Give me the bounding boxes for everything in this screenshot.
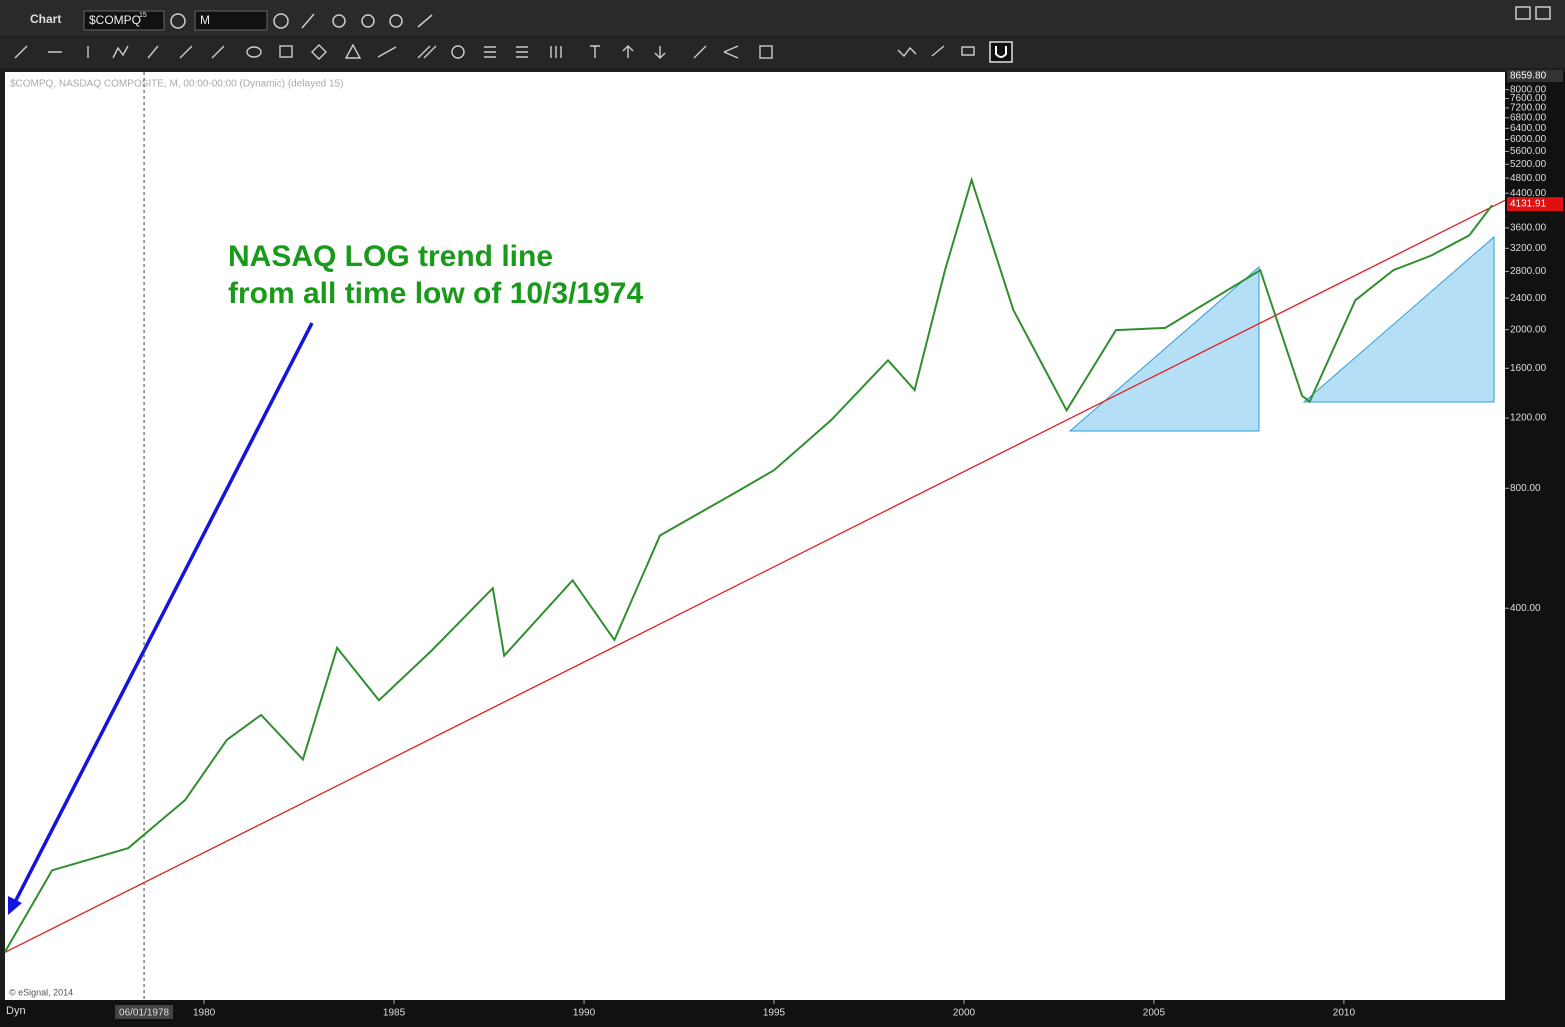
- icon[interactable]: [389, 14, 403, 28]
- toolbar-icons: [170, 6, 1551, 29]
- x-tick-label: 1990: [573, 1008, 596, 1019]
- y-tick-label: 5600.00: [1510, 146, 1547, 157]
- y-tick-label: 3600.00: [1510, 223, 1547, 234]
- y-tick-label: 7600.00: [1510, 93, 1547, 104]
- y-max-box: [1507, 70, 1563, 82]
- cursor-box: [115, 1005, 174, 1019]
- copyright: © eSignal, 2014: [9, 987, 73, 997]
- x-tick-label: 1985: [383, 1008, 406, 1019]
- close-button[interactable]: [1535, 6, 1551, 20]
- x-tick-label: 2005: [1143, 1008, 1166, 1019]
- y-tick-label: 2000.00: [1510, 324, 1547, 335]
- shaded-triangle: [1302, 235, 1495, 403]
- tool-icon[interactable]: [759, 45, 773, 59]
- plot-area: [5, 72, 1505, 1000]
- symbol-box[interactable]: [83, 10, 165, 31]
- annotation: from all time low of 10/3/1974: [228, 277, 643, 310]
- shaded-triangle: [1068, 265, 1260, 432]
- icon[interactable]: [361, 14, 375, 28]
- drawing-toolbar: [0, 38, 1565, 68]
- y-tick-label: 2400.00: [1510, 293, 1547, 304]
- icon[interactable]: [332, 14, 346, 28]
- magnet-button[interactable]: [989, 41, 1013, 63]
- y-tick-label: 4400.00: [1510, 188, 1547, 199]
- last-price-label: 4131.91: [1510, 199, 1547, 210]
- y-tick-label: 6000.00: [1510, 134, 1547, 145]
- tool-icons[interactable]: [14, 45, 225, 59]
- x-tick-label: 1995: [763, 1008, 786, 1019]
- x-axis-panel: [0, 1000, 1565, 1027]
- y-tick-label: 6800.00: [1510, 112, 1547, 123]
- y-tick-label: 6400.00: [1510, 123, 1547, 134]
- y-tick-label: 2800.00: [1510, 266, 1547, 277]
- y-tick-label: 3200.00: [1510, 243, 1547, 254]
- tool-icon[interactable]: [451, 45, 465, 59]
- interval-box[interactable]: [194, 10, 268, 31]
- icon[interactable]: [273, 13, 289, 29]
- magnet-icon: [995, 46, 1007, 58]
- y-tick-label: 5200.00: [1510, 159, 1547, 170]
- y-axis-panel: [1505, 72, 1565, 1000]
- annotation-arrow: [12, 322, 314, 905]
- interval: M: [200, 13, 210, 27]
- window-title: Chart: [30, 12, 61, 26]
- y-tick-label: 1200.00: [1510, 413, 1547, 424]
- y-tick-label: 1600.00: [1510, 363, 1547, 374]
- arrow-head: [8, 896, 22, 915]
- tool-icons[interactable]: [693, 45, 739, 59]
- tool-icons[interactable]: [484, 45, 666, 59]
- y-tick-label: 400.00: [1510, 603, 1541, 614]
- tool-icon[interactable]: [246, 46, 262, 58]
- cursor-label: 06/01/1978: [119, 1008, 169, 1019]
- y-tick-label: 800.00: [1510, 483, 1541, 494]
- mode-label: Dyn: [6, 1005, 26, 1017]
- tool-icons[interactable]: [897, 45, 975, 58]
- icon[interactable]: [170, 13, 186, 29]
- icon[interactable]: [301, 13, 315, 29]
- x-tick-label: 2000: [953, 1008, 976, 1019]
- tool-icon[interactable]: [279, 45, 293, 58]
- x-tick-label: 2010: [1333, 1008, 1356, 1019]
- trend-line: [4, 199, 1506, 953]
- symbol-superscript: 15: [139, 12, 147, 19]
- y-tick-label: 7200.00: [1510, 103, 1547, 114]
- y-tick-label: 8000.00: [1510, 84, 1547, 95]
- icon[interactable]: [417, 14, 433, 28]
- annotation: NASAQ LOG trend line: [228, 240, 553, 273]
- restore-button[interactable]: [1515, 6, 1531, 20]
- drawing-tools: [14, 41, 1013, 63]
- price-line: [4, 176, 1493, 953]
- chart-legend: $COMPQ, NASDAQ COMPOSITE, M, 00:00-00:00…: [10, 79, 343, 90]
- y-tick-label: 4800.00: [1510, 173, 1547, 184]
- tool-icons[interactable]: [311, 43, 437, 60]
- y-max-label: 8659.80: [1510, 71, 1547, 82]
- last-price-box: [1507, 197, 1563, 212]
- symbol: $COMPQ: [89, 13, 141, 27]
- x-tick-label: 1980: [193, 1008, 216, 1019]
